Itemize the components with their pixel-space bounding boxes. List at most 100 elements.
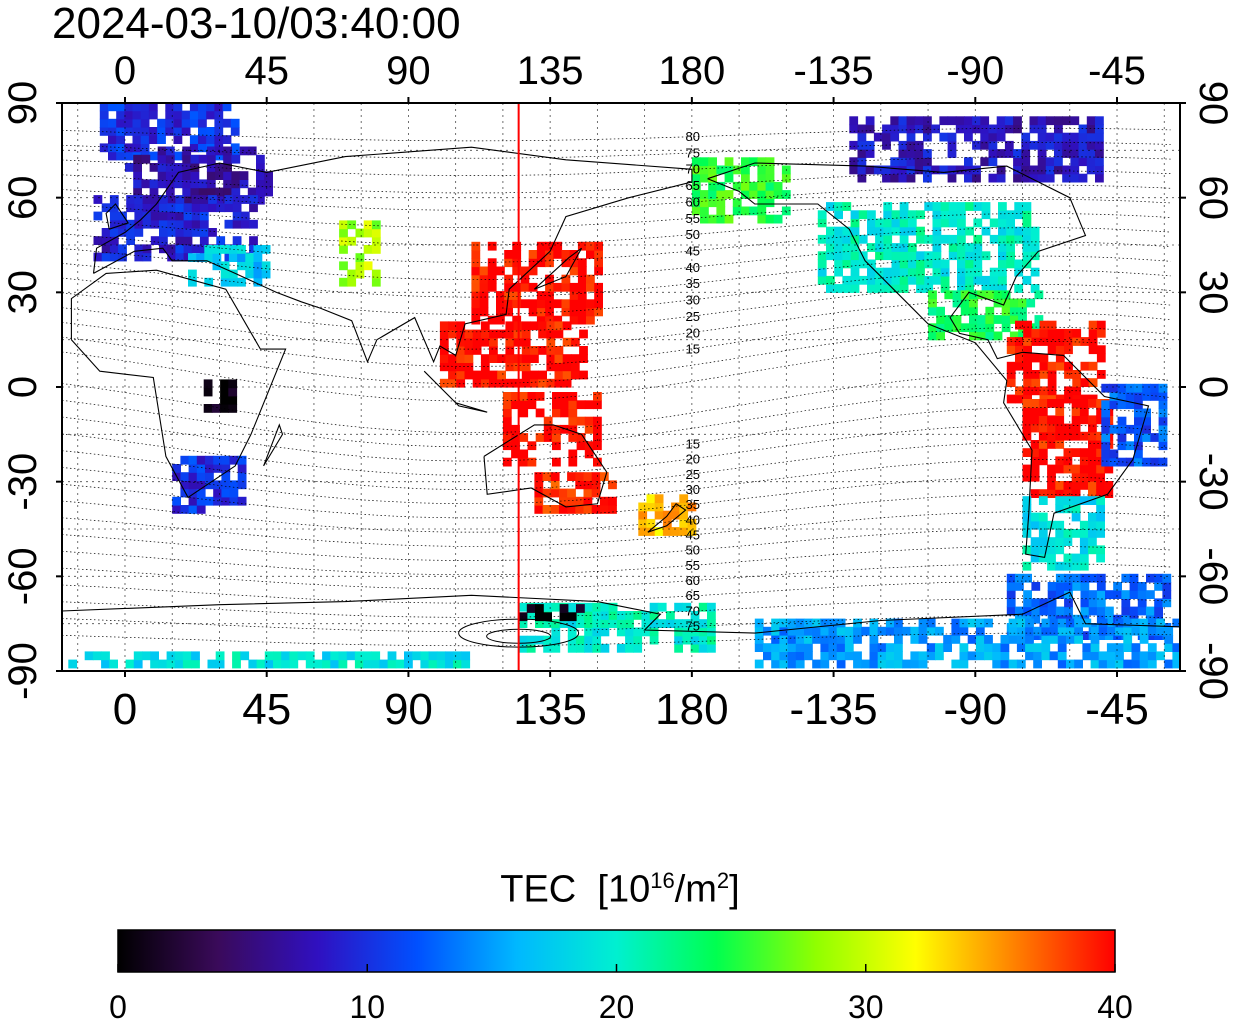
tec-pixel bbox=[116, 127, 125, 136]
tec-pixel bbox=[456, 329, 466, 339]
tec-pixel bbox=[183, 219, 193, 229]
tec-pixel bbox=[174, 651, 184, 661]
tec-pixel bbox=[1041, 635, 1051, 644]
tec-pixel bbox=[1079, 553, 1089, 563]
tec-pixel bbox=[757, 198, 767, 208]
mlat-contour bbox=[62, 563, 1171, 590]
tec-pixel bbox=[865, 124, 875, 134]
tec-pixel bbox=[338, 651, 348, 661]
tec-pixel bbox=[456, 378, 466, 388]
tec-pixel bbox=[1096, 415, 1105, 425]
tec-pixel bbox=[674, 643, 683, 653]
tec-pixel bbox=[947, 140, 957, 150]
tec-pixel bbox=[1109, 383, 1119, 393]
tec-pixel bbox=[698, 635, 708, 645]
tec-pixel bbox=[206, 154, 216, 164]
tec-pixel bbox=[1049, 626, 1059, 636]
tec-pixel bbox=[1090, 635, 1100, 644]
tec-pixel bbox=[691, 165, 701, 175]
tec-pixel bbox=[757, 173, 767, 183]
tec-pixel bbox=[1147, 659, 1157, 669]
tec-pixel bbox=[981, 202, 991, 211]
tec-pixel bbox=[1129, 573, 1139, 583]
tec-pixel bbox=[1031, 598, 1041, 608]
tec-pixel bbox=[1047, 320, 1057, 330]
tec-pixel bbox=[471, 291, 481, 300]
tec-pixel bbox=[480, 321, 490, 331]
tec-pixel bbox=[158, 659, 168, 669]
tec-pixel bbox=[1080, 631, 1090, 640]
tec-pixel bbox=[1090, 626, 1100, 636]
tec-pixel bbox=[546, 346, 556, 355]
y-tick-label-left: 0 bbox=[1, 376, 45, 398]
tec-pixel bbox=[502, 392, 512, 401]
tec-pixel bbox=[253, 269, 263, 279]
tec-pixel bbox=[545, 241, 554, 251]
tec-pixel bbox=[1117, 441, 1127, 451]
tec-pixel bbox=[183, 244, 193, 254]
tec-pixel bbox=[828, 626, 838, 636]
tec-pixel bbox=[984, 651, 993, 661]
tec-pixel bbox=[951, 618, 961, 628]
tec-pixel bbox=[936, 306, 945, 316]
tec-pixel bbox=[625, 611, 634, 620]
tec-pixel bbox=[1106, 651, 1116, 661]
tec-pixel bbox=[157, 154, 167, 164]
tec-pixel bbox=[977, 290, 986, 300]
tec-pixel bbox=[877, 651, 887, 661]
tec-pixel bbox=[857, 149, 867, 158]
tec-pixel bbox=[428, 651, 438, 661]
tec-pixel bbox=[948, 210, 958, 220]
tec-pixel bbox=[256, 171, 265, 180]
tec-pixel bbox=[867, 275, 876, 285]
tec-pixel bbox=[844, 651, 854, 661]
tec-pixel bbox=[141, 154, 151, 164]
tec-pixel bbox=[1113, 590, 1122, 599]
tec-pixel bbox=[1030, 545, 1040, 555]
tec-pixel bbox=[940, 267, 950, 277]
tec-pixel bbox=[256, 195, 265, 205]
tec-pixel bbox=[199, 219, 209, 229]
mlat-contour bbox=[62, 459, 1171, 505]
tec-pixel bbox=[1055, 545, 1065, 555]
tec-pixel bbox=[1109, 400, 1119, 410]
tec-pixel bbox=[988, 132, 998, 142]
tec-pixel bbox=[371, 236, 381, 246]
tec-pixel bbox=[512, 258, 522, 268]
tec-pixel bbox=[1064, 328, 1073, 338]
tec-region-gulf-mexico bbox=[928, 290, 1044, 341]
tec-pixel bbox=[505, 378, 515, 388]
tec-pixel bbox=[858, 259, 868, 269]
tec-pixel bbox=[834, 226, 843, 236]
tec-pixel bbox=[1030, 537, 1040, 546]
tec-pixel bbox=[671, 502, 680, 512]
tec-pixel bbox=[1038, 440, 1048, 449]
tec-pixel bbox=[1162, 598, 1172, 608]
tec-region-antarctica-west-band bbox=[754, 618, 1180, 669]
tec-pixel bbox=[883, 267, 893, 277]
tec-pixel bbox=[207, 659, 217, 669]
tec-pixel bbox=[1158, 400, 1168, 410]
tec-pixel bbox=[804, 651, 813, 661]
tec-pixel bbox=[512, 299, 522, 309]
tec-pixel bbox=[527, 457, 537, 467]
tec-pixel bbox=[875, 275, 884, 285]
tec-pixel bbox=[213, 496, 222, 506]
tec-pixel bbox=[1158, 416, 1168, 426]
tec-pixel bbox=[1037, 173, 1047, 183]
tec-pixel bbox=[546, 354, 556, 363]
tec-pixel bbox=[1021, 149, 1031, 158]
tec-pixel bbox=[869, 643, 879, 652]
tec-pixel bbox=[842, 226, 852, 236]
tec-pixel bbox=[690, 611, 700, 620]
tec-pixel bbox=[771, 618, 780, 628]
tec-pixel bbox=[109, 195, 119, 204]
tec-pixel bbox=[230, 143, 240, 153]
tec-pixel bbox=[1001, 290, 1011, 300]
tec-pixel bbox=[504, 282, 513, 292]
tec-pixel bbox=[795, 618, 805, 628]
tec-pixel bbox=[853, 635, 862, 644]
tec-pixel bbox=[952, 315, 962, 324]
tec-pixel bbox=[957, 284, 966, 293]
tec-pixel bbox=[101, 659, 110, 669]
